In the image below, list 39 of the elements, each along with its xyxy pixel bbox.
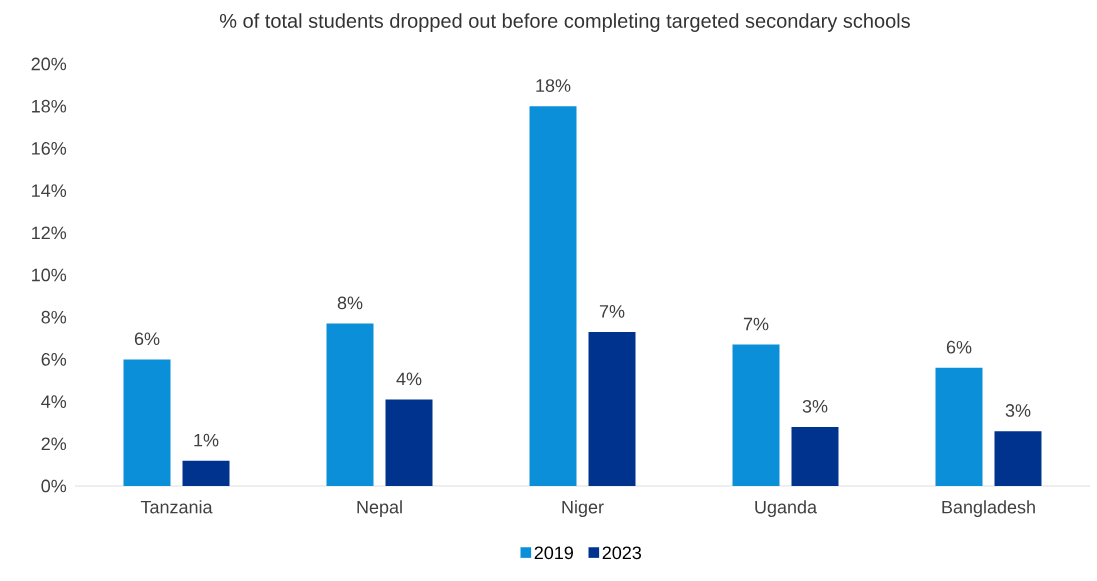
- x-tick-label: Tanzania: [140, 500, 213, 514]
- x-tick-label: Uganda: [755, 500, 818, 518]
- y-tick-label: 4%: [41, 395, 67, 408]
- x-tick-label: Niger: [562, 500, 604, 518]
- bar: [994, 431, 1042, 486]
- data-label: 4%: [396, 372, 422, 386]
- data-label: 3%: [1005, 404, 1031, 417]
- y-tick-label: 0%: [41, 479, 67, 493]
- bar: [732, 344, 780, 486]
- bar: [385, 399, 433, 486]
- y-tick-label: 14%: [32, 184, 67, 197]
- data-label: 8%: [337, 296, 363, 310]
- data-label: 6%: [134, 332, 160, 346]
- legend-label: 2019: [534, 546, 573, 560]
- bar: [791, 426, 839, 486]
- bar: [182, 460, 230, 486]
- data-label: 1%: [194, 433, 219, 447]
- bar: [588, 331, 636, 486]
- y-tick-label: 10%: [32, 268, 67, 282]
- data-label: 3%: [802, 399, 828, 413]
- data-label: 18%: [536, 79, 571, 92]
- bar: [326, 323, 374, 486]
- x-tick-label: Bangladesh: [942, 500, 1035, 518]
- data-label: 7%: [599, 305, 625, 318]
- y-tick-label: 16%: [32, 142, 67, 155]
- y-tick-label: 6%: [41, 353, 67, 366]
- y-tick-label: 8%: [41, 310, 67, 324]
- y-tick-label: 20%: [31, 57, 67, 71]
- x-tick-label: Nepal: [357, 500, 402, 518]
- chart-title: % of total students dropped out before completing targeted secondary schools: [219, 13, 910, 32]
- y-tick-label: 2%: [41, 437, 67, 451]
- data-label: 6%: [946, 340, 972, 354]
- bar: [123, 359, 171, 486]
- bar: [935, 367, 983, 486]
- y-tick-label: 12%: [32, 226, 67, 240]
- y-tick-label: 18%: [32, 99, 67, 113]
- legend-label: 2023: [602, 546, 642, 560]
- bar: [529, 106, 577, 486]
- data-label: 7%: [743, 317, 769, 331]
